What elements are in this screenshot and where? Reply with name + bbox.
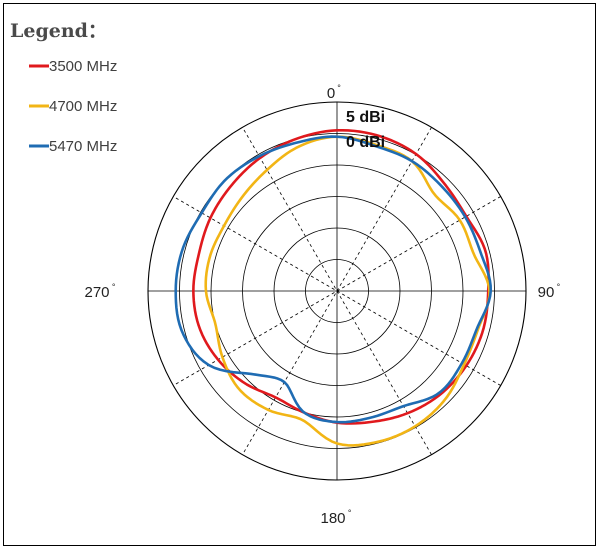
angle-label-90: 90 bbox=[538, 284, 555, 301]
legend-label-2: 5470 MHz bbox=[49, 138, 117, 155]
degree-symbol-90: ° bbox=[557, 282, 561, 292]
legend-label-1: 4700 MHz bbox=[49, 98, 117, 115]
degree-symbol-180: ° bbox=[348, 508, 352, 518]
series-line-3500-mhz bbox=[192, 128, 490, 425]
series-line-5470-mhz bbox=[174, 135, 493, 424]
series-line-4700-mhz bbox=[204, 135, 491, 447]
degree-symbol-270: ° bbox=[112, 282, 116, 292]
ring-label-1: 0 dBi bbox=[346, 134, 385, 151]
ring-label-0: 5 dBi bbox=[346, 109, 385, 126]
angle-label-0: 0 bbox=[327, 85, 335, 102]
legend: 3500 MHz 4700 MHz 5470 MHz bbox=[29, 58, 117, 155]
degree-symbol-0: ° bbox=[337, 83, 341, 93]
series-layer bbox=[174, 128, 493, 447]
legend-label-0: 3500 MHz bbox=[49, 58, 117, 75]
angle-label-180: 180 bbox=[320, 510, 345, 527]
legend-title: Legend： bbox=[10, 20, 107, 42]
angle-label-270: 270 bbox=[84, 284, 109, 301]
polar-grid bbox=[147, 101, 527, 481]
chart-frame bbox=[3, 3, 596, 546]
